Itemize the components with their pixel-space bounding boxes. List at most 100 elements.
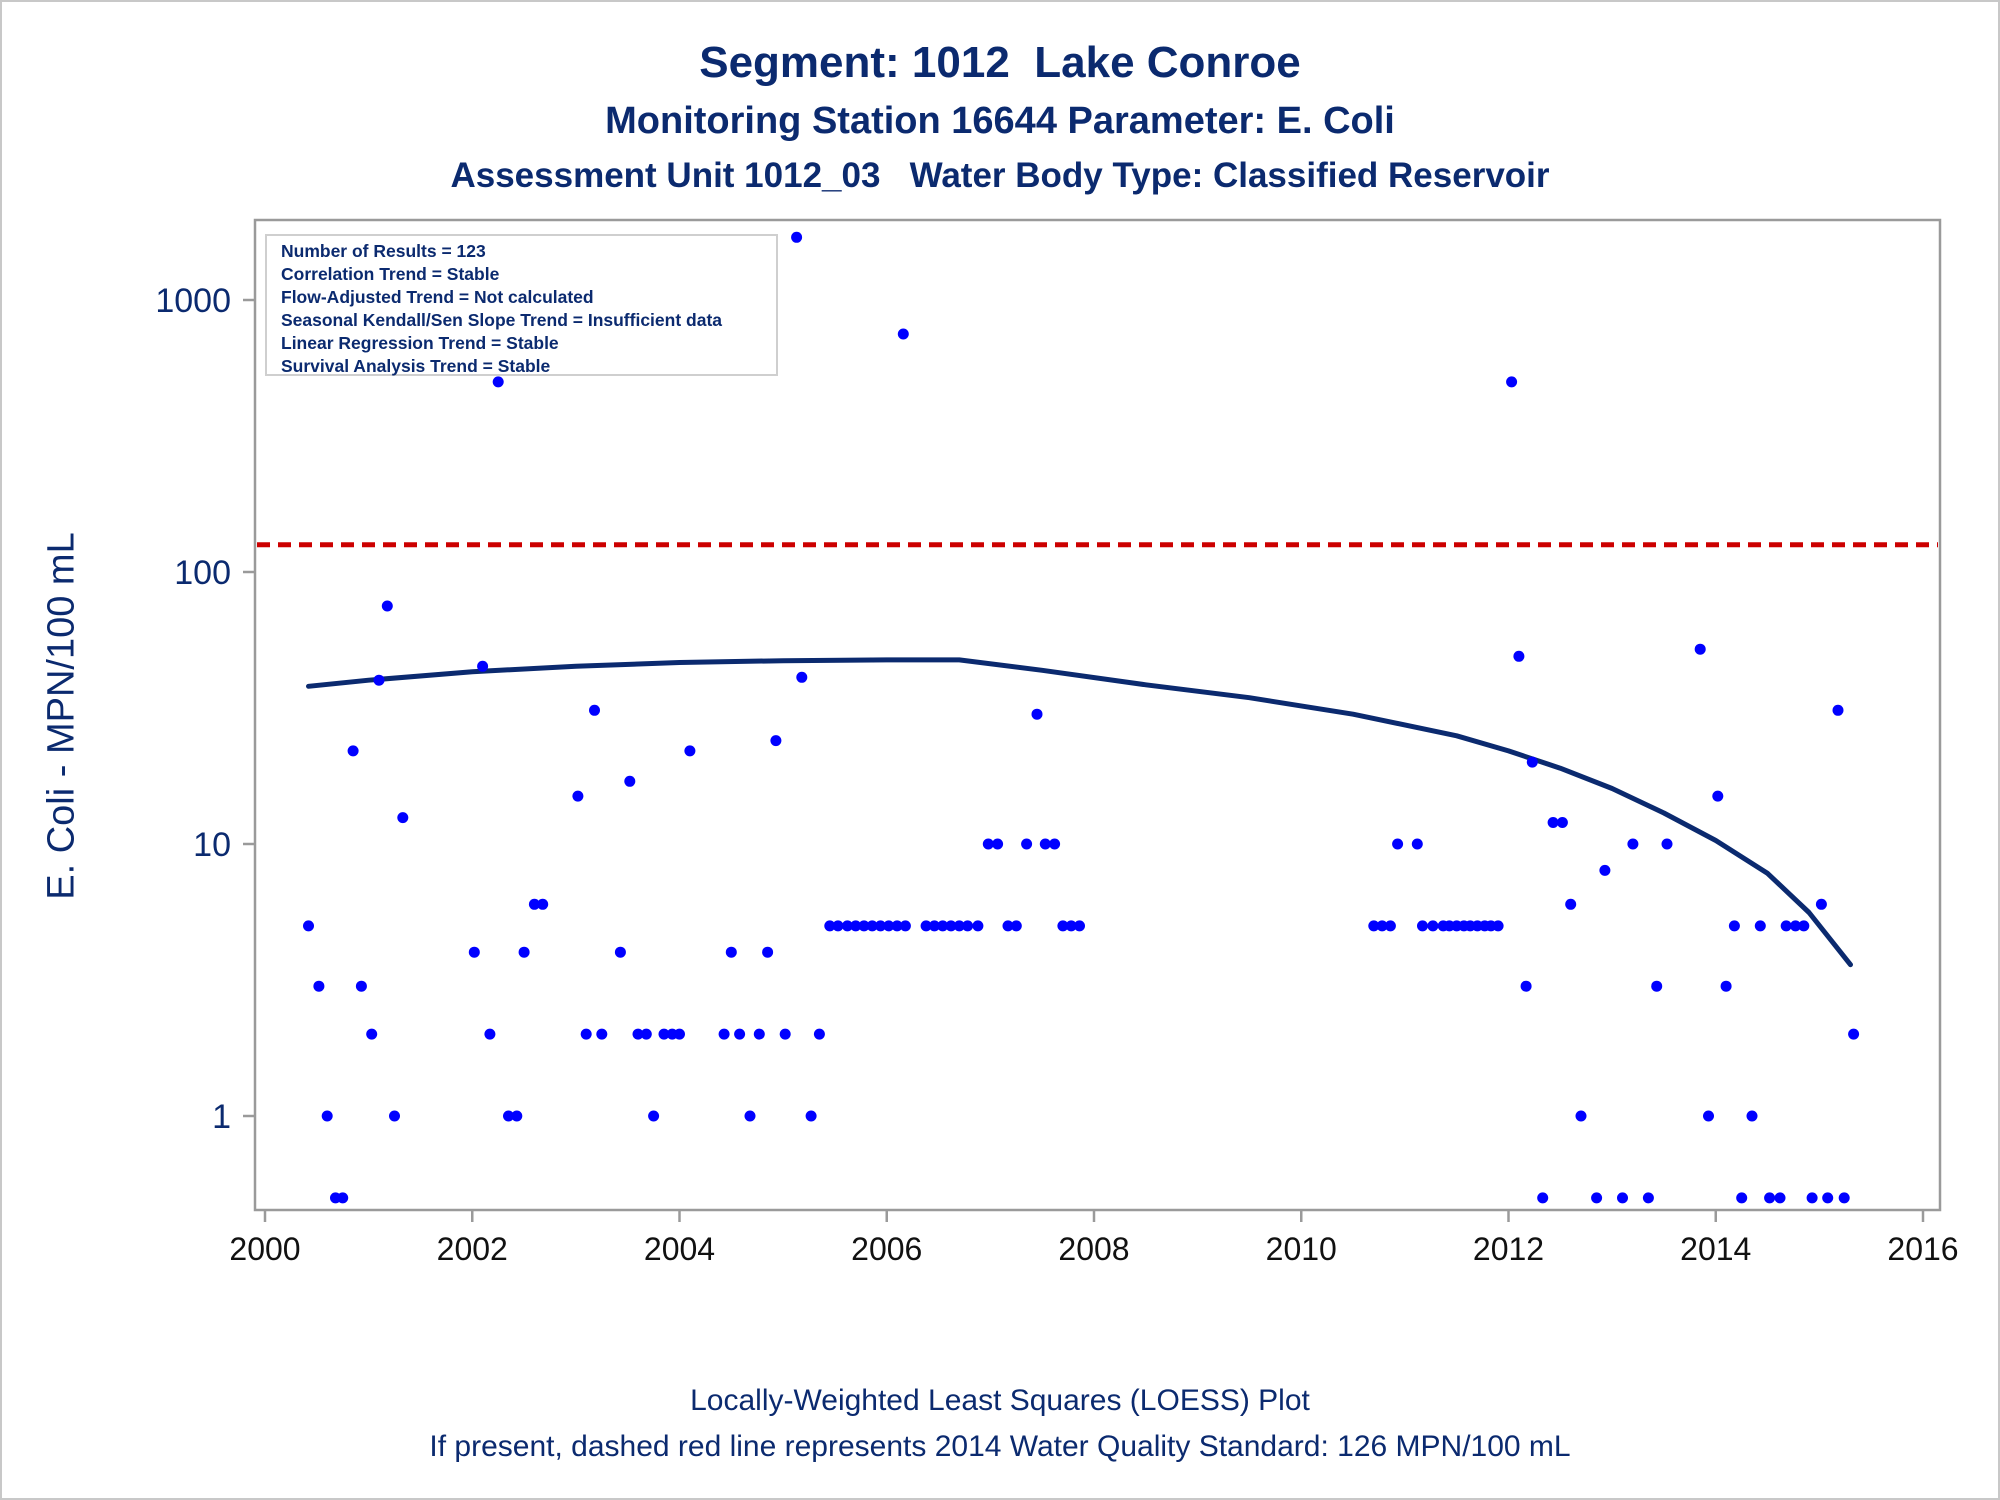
data-point [614,946,626,958]
data-point [1694,643,1706,655]
data-point [1780,920,1792,932]
x-tick-label: 2006 [851,1231,922,1267]
data-point [468,946,480,958]
data-point [1736,1192,1748,1204]
data-point [753,1028,765,1040]
data-point [373,674,385,686]
data-point [718,1028,730,1040]
data-point [1376,920,1388,932]
loess-layer [306,657,1853,968]
data-point [572,790,584,802]
data-point [624,775,636,787]
plot-area [253,218,1942,1212]
data-point [596,1028,608,1040]
data-point [1599,864,1611,876]
data-point [805,1110,817,1122]
data-point [920,920,932,932]
data-point [537,898,549,910]
y-tick-label: 1 [212,1098,231,1136]
data-point [492,376,504,388]
data-point [1703,1110,1714,1122]
data-point [762,946,774,958]
data-point [1790,920,1801,932]
loess-curve [306,657,1853,968]
data-point [1411,838,1423,850]
chart-title: Segment: 1012 Lake Conroe [699,38,1301,87]
data-point [1049,838,1061,850]
data-point [528,898,540,910]
trend-stats-box: Number of Results = 123 Correlation Tren… [265,234,778,376]
x-tick-label: 2002 [437,1231,508,1267]
data-point [484,1028,496,1040]
data-point [1651,980,1663,992]
data-point [1822,1192,1834,1204]
data-point [937,920,949,932]
data-point [684,745,696,757]
y-tick-label: 100 [174,554,231,592]
data-point [1002,920,1014,932]
footnote-standard: If present, dashed red line represents 2… [429,1430,1571,1463]
chart-subtitle-2: Assessment Unit 1012_03 Water Body Type:… [450,156,1550,195]
data-point [1537,1192,1549,1204]
data-point [813,1028,825,1040]
data-point [674,1028,685,1040]
data-point [832,920,844,932]
data-point [1031,708,1043,720]
data-point [337,1192,349,1204]
data-point [632,1028,644,1040]
chart-subtitle: Monitoring Station 16644 Parameter: E. C… [605,100,1395,142]
data-point [1547,817,1559,828]
data-point [1021,838,1033,850]
x-tick-label: 2016 [1887,1231,1958,1267]
data-point [1526,756,1538,768]
data-point [1010,920,1022,932]
data-point [1774,1192,1786,1204]
data-point [389,1110,400,1122]
data-point [779,1028,791,1040]
data-point [1427,920,1439,932]
stat-survival-analysis-trend: Survival Analysis Trend = Stable [281,356,551,376]
data-point [1848,1028,1860,1040]
data-point [1520,980,1532,992]
data-point [1815,898,1827,910]
data-point [580,1028,592,1040]
x-tick-label: 2010 [1266,1231,1337,1267]
stat-correlation-trend: Correlation Trend = Stable [281,264,500,284]
data-point [791,231,803,243]
data-point [1057,920,1069,932]
data-point [1764,1192,1776,1204]
data-point [744,1110,756,1122]
data-point [355,980,367,992]
data-point [841,920,853,932]
data-point [850,920,862,932]
data-point [1642,1192,1654,1204]
data-point [883,920,895,932]
data-point [648,1110,660,1122]
data-point [1565,898,1577,910]
x-tick-label: 2000 [229,1231,300,1267]
data-point [1720,980,1732,992]
data-point [992,838,1004,850]
data-point [589,704,600,716]
data-point [1065,920,1077,932]
data-point [824,920,836,932]
data-point [1513,650,1525,662]
data-point [1728,920,1740,932]
data-point [397,812,409,824]
y-axis-label: E. Coli - MPN/100 mL [40,532,83,900]
y-axis: 1 10 100 1000 [155,282,255,1136]
x-tick-label: 2012 [1473,1231,1544,1267]
data-point [972,920,984,932]
data-point [1392,838,1404,850]
x-tick-label: 2014 [1680,1231,1751,1267]
data-point [1798,920,1810,932]
data-point [1712,790,1724,802]
data-point [962,920,974,932]
y-tick-label: 10 [193,826,231,864]
stat-linear-regression-trend: Linear Regression Trend = Stable [281,333,559,353]
data-point [858,920,870,932]
data-point [366,1028,378,1040]
data-point [503,1110,514,1122]
data-point [1417,920,1428,932]
